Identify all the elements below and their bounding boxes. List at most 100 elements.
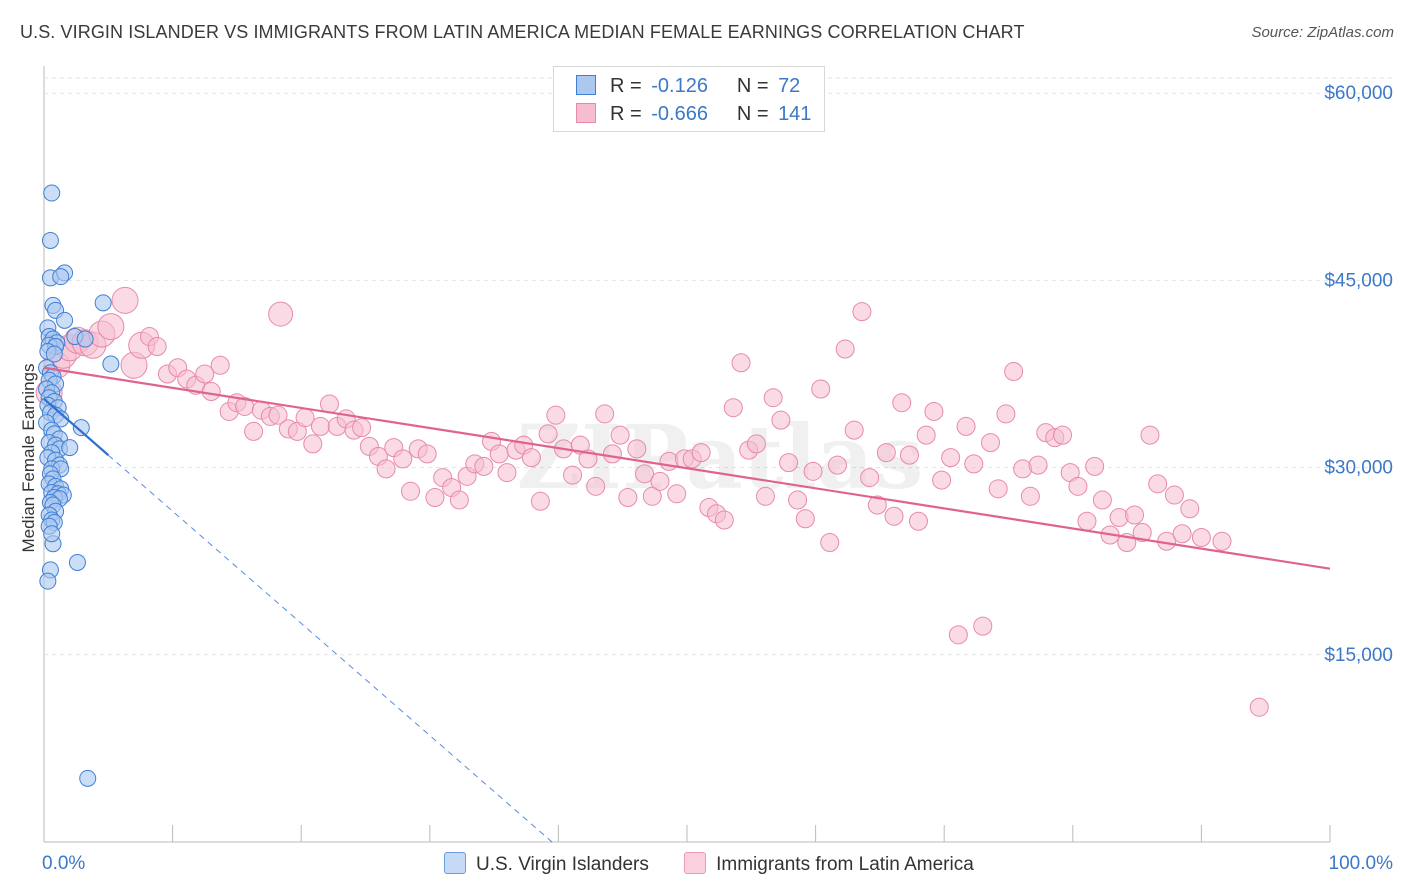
data-point-virgin-islanders — [39, 572, 57, 590]
data-point-latin-america — [650, 471, 670, 491]
data-point-latin-america — [497, 463, 517, 483]
data-point-latin-america — [474, 456, 494, 476]
data-point-latin-america — [852, 302, 872, 322]
data-point-latin-america — [610, 425, 630, 445]
data-point-latin-america — [538, 424, 558, 444]
data-point-latin-america — [376, 459, 396, 479]
data-point-latin-america — [268, 301, 294, 327]
data-point-latin-america — [1053, 425, 1073, 445]
y-tick-label: $30,000 — [1324, 458, 1393, 479]
data-point-latin-america — [449, 490, 469, 510]
data-point-latin-america — [714, 510, 734, 530]
series-swatch-blue — [444, 852, 466, 874]
data-point-latin-america — [731, 353, 751, 373]
data-point-latin-america — [867, 495, 887, 515]
y-axis-label: Median Female Earnings — [19, 363, 38, 553]
data-point-virgin-islanders — [52, 268, 70, 286]
data-point-latin-america — [393, 449, 413, 469]
data-point-latin-america — [1028, 455, 1048, 475]
data-point-latin-america — [319, 394, 339, 414]
data-point-latin-america — [1004, 362, 1024, 382]
data-point-latin-america — [489, 444, 509, 464]
data-point-virgin-islanders — [79, 769, 97, 787]
data-point-latin-america — [618, 488, 638, 508]
data-point-latin-america — [352, 418, 372, 438]
chart-title: U.S. VIRGIN ISLANDER VS IMMIGRANTS FROM … — [20, 22, 1025, 42]
data-point-virgin-islanders — [43, 184, 61, 202]
data-point-latin-america — [546, 405, 566, 425]
data-point-latin-america — [667, 484, 687, 504]
data-point-virgin-islanders — [45, 345, 63, 363]
data-point-latin-america — [899, 445, 919, 465]
legend-n-value: 72 — [778, 75, 801, 97]
data-point-latin-america — [303, 434, 323, 454]
data-point-latin-america — [210, 355, 230, 375]
legend-r-value: -0.666 — [651, 103, 708, 125]
data-point-latin-america — [586, 476, 606, 496]
legend-n-value: 141 — [778, 103, 812, 125]
data-point-latin-america — [268, 405, 288, 425]
data-point-latin-america — [97, 313, 125, 341]
data-point-latin-america — [788, 490, 808, 510]
data-point-latin-america — [884, 506, 904, 526]
data-point-latin-america — [932, 470, 952, 490]
legend-r-label: R = — [610, 103, 642, 125]
data-point-latin-america — [973, 616, 993, 636]
data-point-latin-america — [795, 509, 815, 529]
data-point-latin-america — [111, 286, 139, 314]
data-point-latin-america — [521, 448, 541, 468]
trend-line-virgin-islanders — [43, 398, 110, 456]
watermark: ZIPatlas — [517, 405, 924, 509]
legend-r-value: -0.126 — [651, 75, 708, 97]
data-point-latin-america — [1140, 425, 1160, 445]
data-point-latin-america — [1249, 697, 1269, 717]
data-point-latin-america — [916, 425, 936, 445]
data-point-latin-america — [779, 453, 799, 473]
data-point-latin-america — [964, 454, 984, 474]
data-point-latin-america — [924, 401, 944, 421]
data-point-latin-america — [1164, 485, 1184, 505]
series-legend-item-latin-america: Immigrants from Latin America — [684, 852, 974, 876]
data-point-latin-america — [195, 364, 215, 384]
data-point-virgin-islanders — [61, 439, 79, 457]
data-point-latin-america — [860, 468, 880, 488]
data-point-latin-america — [147, 337, 167, 357]
legend-row-latin-america: R = -0.666 N = 141 — [576, 101, 811, 127]
data-point-latin-america — [820, 532, 840, 552]
data-point-virgin-islanders — [41, 231, 59, 249]
legend-n-label: N = — [736, 75, 769, 97]
data-point-virgin-islanders — [94, 294, 112, 312]
data-point-latin-america — [417, 444, 437, 464]
x-tick-label-end: 100.0% — [1329, 853, 1394, 874]
data-point-latin-america — [1020, 486, 1040, 506]
series-label: Immigrants from Latin America — [716, 854, 974, 875]
data-point-latin-america — [1077, 511, 1097, 531]
data-point-latin-america — [401, 481, 421, 501]
data-point-latin-america — [956, 416, 976, 436]
x-tick-label-start: 0.0% — [42, 853, 85, 874]
data-point-virgin-islanders — [56, 311, 74, 329]
data-point-latin-america — [627, 439, 647, 459]
data-point-latin-america — [892, 393, 912, 413]
data-point-latin-america — [310, 416, 330, 436]
data-point-latin-america — [244, 421, 264, 441]
data-point-latin-america — [563, 465, 583, 485]
y-tick-label: $15,000 — [1324, 645, 1393, 666]
data-point-latin-america — [723, 398, 743, 418]
data-point-latin-america — [1125, 505, 1145, 525]
data-point-latin-america — [876, 443, 896, 463]
data-point-latin-america — [835, 339, 855, 359]
data-point-virgin-islanders — [76, 330, 94, 348]
data-point-virgin-islanders — [102, 355, 120, 373]
legend-r-label: R = — [610, 75, 642, 97]
data-point-latin-america — [1092, 490, 1112, 510]
source-credit: Source: ZipAtlas.com — [1251, 24, 1394, 41]
data-point-latin-america — [980, 433, 1000, 453]
data-point-latin-america — [425, 488, 445, 508]
data-point-latin-america — [1148, 474, 1168, 494]
y-tick-label: $45,000 — [1324, 270, 1393, 291]
data-point-latin-america — [1068, 476, 1088, 496]
data-point-latin-america — [811, 379, 831, 399]
data-point-latin-america — [1180, 499, 1200, 519]
data-point-latin-america — [642, 486, 662, 506]
